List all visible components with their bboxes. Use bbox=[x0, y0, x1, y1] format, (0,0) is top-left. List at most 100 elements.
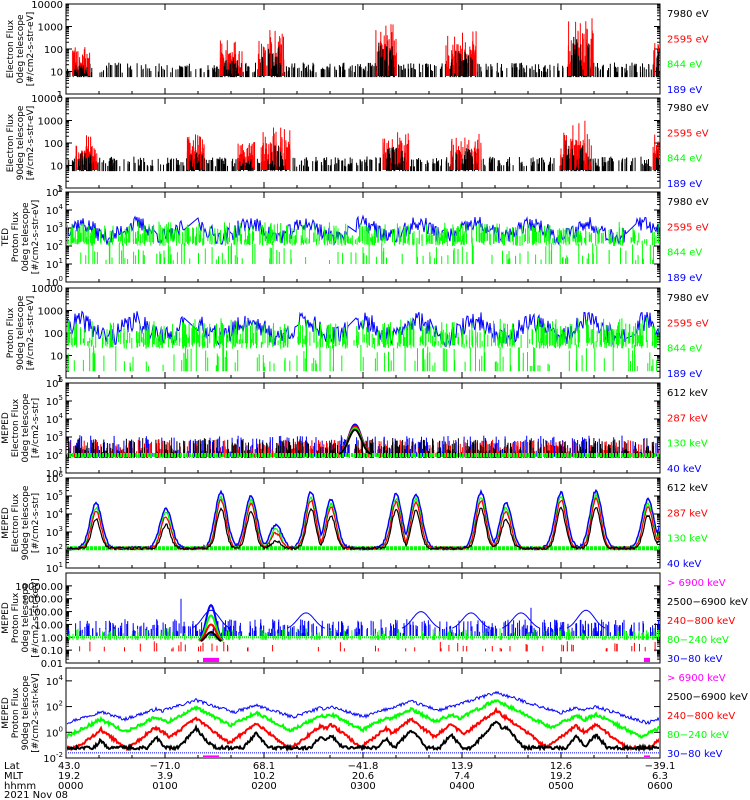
x-tick-lat: −71.0 bbox=[150, 761, 181, 772]
series-burst bbox=[261, 46, 282, 76]
y-tick-label: 1000 bbox=[38, 117, 63, 128]
series-line bbox=[191, 609, 231, 629]
series-line bbox=[67, 690, 659, 725]
y-tick-label: 104 bbox=[46, 412, 64, 426]
y-axis-label-line: TED bbox=[1, 228, 11, 247]
data-traces bbox=[67, 120, 659, 172]
legend-entry: 844 eV bbox=[667, 154, 702, 165]
series-burst bbox=[386, 146, 405, 170]
y-axis-label: TED Proton Flux 0deg telescope [#/cm2-s-str… bbox=[1, 200, 41, 275]
series-line bbox=[198, 603, 224, 642]
y-axis-label: Electron Flux 90deg telescope [#/cm2-s-str… bbox=[6, 105, 36, 180]
series-burst bbox=[571, 36, 590, 76]
legend-entry: 2595 eV bbox=[667, 128, 709, 139]
date-label: 2021 Nov 08 bbox=[4, 790, 68, 800]
legend-entry: 7980 eV bbox=[667, 103, 709, 114]
series-burst bbox=[455, 148, 478, 170]
y-tick-label: 102 bbox=[46, 448, 63, 462]
y-axis-label-line: 0deg telescope bbox=[16, 14, 26, 84]
legend-entry: 189 eV bbox=[667, 85, 702, 96]
x-tick-lat: 13.9 bbox=[451, 761, 473, 772]
y-tick-label: 0.01 bbox=[41, 659, 63, 670]
legend-entry: 844 eV bbox=[667, 60, 702, 71]
y-tick-label: 1 bbox=[57, 90, 63, 101]
legend-entry: 30−80 keV bbox=[667, 749, 723, 760]
x-row-label: MLT bbox=[4, 771, 24, 782]
x-tick-lat: 68.1 bbox=[253, 761, 275, 772]
series-high-energy bbox=[203, 755, 219, 757]
series-line bbox=[566, 609, 606, 629]
series-burst bbox=[560, 120, 592, 170]
series-burst bbox=[239, 159, 253, 170]
y-axis-label-line: Electron Flux bbox=[11, 493, 21, 552]
y-axis-label: MEPED Electron Flux 90deg telescope [#/cm2-… bbox=[1, 485, 41, 560]
legend-entry: 40 keV bbox=[667, 464, 701, 475]
series-spikes bbox=[68, 628, 659, 640]
data-traces bbox=[67, 18, 709, 78]
series-burst bbox=[703, 69, 709, 76]
y-tick-label: 10.00 bbox=[34, 620, 63, 631]
series-line bbox=[451, 612, 491, 629]
y-tick-label: 100 bbox=[46, 725, 63, 739]
y-tick-label: 103 bbox=[46, 525, 63, 539]
y-tick-label: 10000 bbox=[31, 0, 63, 11]
y-tick-label: 103 bbox=[46, 430, 63, 444]
legend-entry: 2500−6900 keV bbox=[667, 692, 748, 703]
y-axis-label-line: [#/cm2-s-str] bbox=[31, 493, 41, 553]
x-row-label: Lat bbox=[4, 761, 20, 772]
x-tick-mlt: 6.3 bbox=[652, 771, 668, 782]
y-tick-label: 1000 bbox=[38, 23, 63, 34]
y-axis-label: MEPED Electron Flux 0deg telescope [#/cm2-s… bbox=[1, 393, 41, 463]
y-axis-label-line: 90deg telescope bbox=[16, 295, 26, 370]
x-row-label: hhmm bbox=[4, 781, 36, 792]
y-axis-label-line: MEPED bbox=[1, 697, 11, 729]
series-line bbox=[198, 614, 224, 642]
y-axis-label-line: Proton Flux bbox=[11, 687, 21, 738]
data-traces bbox=[67, 214, 659, 264]
x-axis-labels: LatMLThhmm43.019.20000−71.03.9010068.110… bbox=[4, 761, 675, 800]
data-traces bbox=[67, 598, 659, 662]
x-tick-hhmm: 0100 bbox=[152, 781, 177, 792]
y-axis-label-line: 0deg telescope bbox=[21, 393, 31, 463]
series-burst bbox=[77, 152, 94, 170]
series-burst bbox=[223, 58, 239, 76]
y-tick-label: 102 bbox=[46, 543, 63, 557]
legend-entry: 7980 eV bbox=[667, 9, 709, 20]
y-axis-label-line: [#/cm2-s-str-eV] bbox=[26, 12, 36, 87]
y-tick-label: 10000 bbox=[31, 284, 63, 295]
x-tick-lat: 43.0 bbox=[58, 761, 80, 772]
series-spikes bbox=[79, 641, 656, 652]
legend-entry: 2595 eV bbox=[667, 222, 709, 233]
y-tick-label: 104 bbox=[46, 674, 64, 688]
legend-entry: > 6900 keV bbox=[667, 673, 726, 684]
y-tick-label: 102 bbox=[46, 239, 63, 253]
legend-entry: 844 eV bbox=[667, 248, 702, 259]
series-line bbox=[199, 623, 223, 642]
x-tick-mlt: 3.9 bbox=[157, 771, 173, 782]
data-traces bbox=[67, 488, 659, 551]
legend-entry: 844 eV bbox=[667, 344, 702, 355]
y-axis-label-line: Proton Flux bbox=[11, 592, 21, 643]
x-tick-hhmm: 0300 bbox=[350, 781, 375, 792]
y-tick-label: 1000 bbox=[38, 307, 63, 318]
y-tick-label: 1 bbox=[57, 374, 63, 385]
y-tick-label: 106 bbox=[46, 376, 64, 390]
series-burst bbox=[267, 145, 286, 170]
series-line bbox=[200, 631, 222, 642]
series-spikes bbox=[180, 598, 532, 634]
legend-entry: 2595 eV bbox=[667, 34, 709, 45]
series-burst bbox=[565, 140, 584, 170]
series-line bbox=[286, 612, 326, 629]
x-tick-hhmm: 0200 bbox=[251, 781, 276, 792]
x-tick-hhmm: 0600 bbox=[647, 781, 672, 792]
y-tick-label: 1000.00 bbox=[22, 595, 63, 606]
y-axis-label-line: MEPED bbox=[1, 507, 11, 539]
legend-entry: 30−80 keV bbox=[667, 654, 723, 665]
series-line bbox=[501, 612, 541, 629]
legend-entry: 130 keV bbox=[667, 534, 708, 545]
y-axis-label: MEPED Proton Flux 90deg telescope [#/cm2-s-… bbox=[1, 673, 41, 752]
y-tick-label: 102 bbox=[46, 700, 63, 714]
